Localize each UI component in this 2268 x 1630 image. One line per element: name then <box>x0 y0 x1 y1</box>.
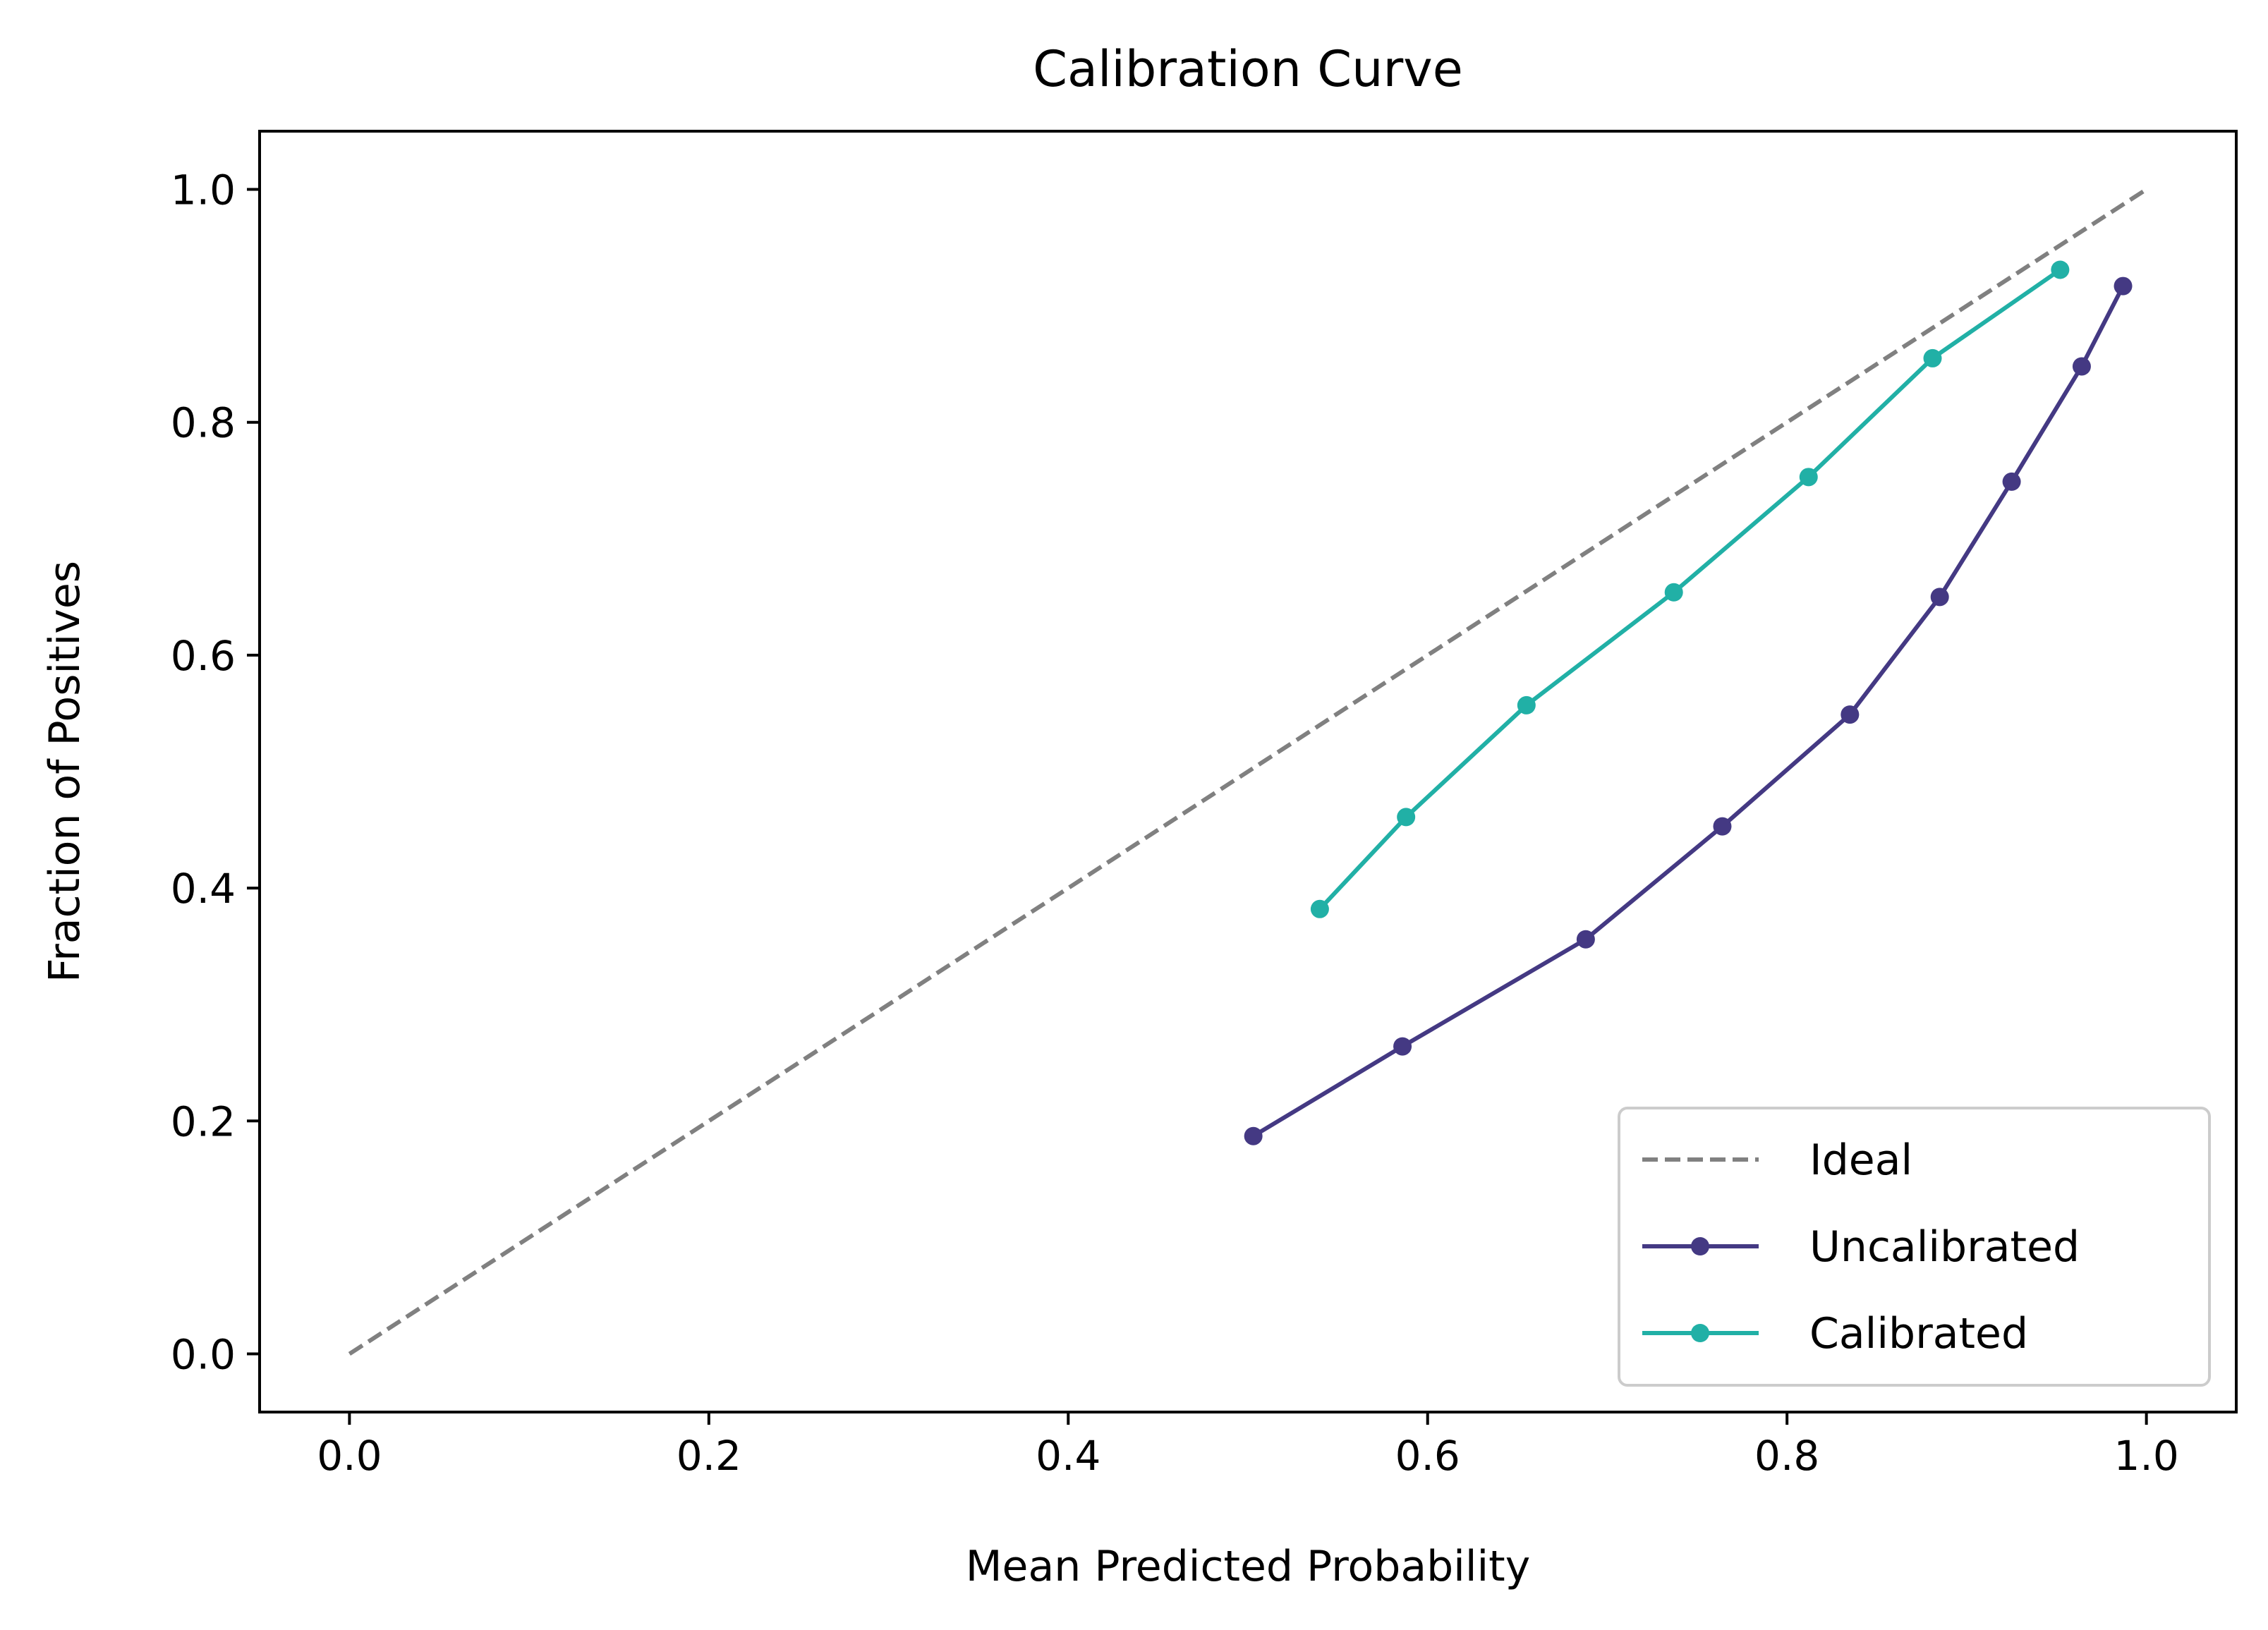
x-tick-label: 0.8 <box>1754 1432 1819 1480</box>
y-axis-label: Fraction of Positives <box>40 561 90 983</box>
data-point-uncalibrated <box>1244 1126 1263 1145</box>
y-tick-label: 0.8 <box>171 399 236 447</box>
y-tick-label: 0.6 <box>171 632 236 680</box>
x-tick-label: 0.6 <box>1395 1432 1460 1480</box>
data-point-uncalibrated <box>1393 1037 1412 1056</box>
y-tick-label: 0.0 <box>171 1330 236 1378</box>
legend-box <box>1618 1107 2211 1387</box>
x-tick-label: 0.0 <box>317 1432 382 1480</box>
data-point-calibrated <box>1397 808 1416 827</box>
data-point-calibrated <box>1310 899 1329 918</box>
data-point-uncalibrated <box>1713 817 1732 836</box>
data-point-calibrated <box>2051 260 2070 279</box>
data-point-calibrated <box>1923 348 1942 367</box>
data-point-uncalibrated <box>1841 705 1860 724</box>
data-point-uncalibrated <box>1576 930 1595 949</box>
y-tick-label: 1.0 <box>171 166 236 214</box>
legend: Ideal Uncalibrated Calibrated <box>1618 1107 2211 1387</box>
data-point-calibrated <box>1799 468 1818 487</box>
data-point-calibrated <box>1517 695 1536 714</box>
y-tick-label: 0.2 <box>171 1097 236 1145</box>
y-tick-label: 0.4 <box>171 865 236 913</box>
x-axis-label: Mean Predicted Probability <box>966 1542 1530 1591</box>
chart-title: Calibration Curve <box>1033 40 1463 98</box>
data-point-uncalibrated <box>2002 472 2021 491</box>
x-tick-label: 0.2 <box>677 1432 741 1480</box>
legend-label-calibrated: Calibrated <box>1809 1309 2028 1358</box>
x-tick-label: 1.0 <box>2114 1432 2179 1480</box>
legend-marker-calibrated <box>1691 1324 1709 1342</box>
legend-label-ideal: Ideal <box>1809 1136 1912 1185</box>
data-point-uncalibrated <box>1930 588 1949 607</box>
data-point-uncalibrated <box>2114 276 2133 296</box>
data-point-calibrated <box>1664 583 1683 602</box>
series-line-ideal <box>348 187 2148 1356</box>
legend-label-uncalibrated: Uncalibrated <box>1809 1222 2080 1272</box>
legend-marker-uncalibrated <box>1691 1237 1709 1255</box>
x-tick-label: 0.4 <box>1036 1432 1100 1480</box>
plot-frame <box>258 130 2238 1413</box>
data-point-uncalibrated <box>2072 357 2091 376</box>
